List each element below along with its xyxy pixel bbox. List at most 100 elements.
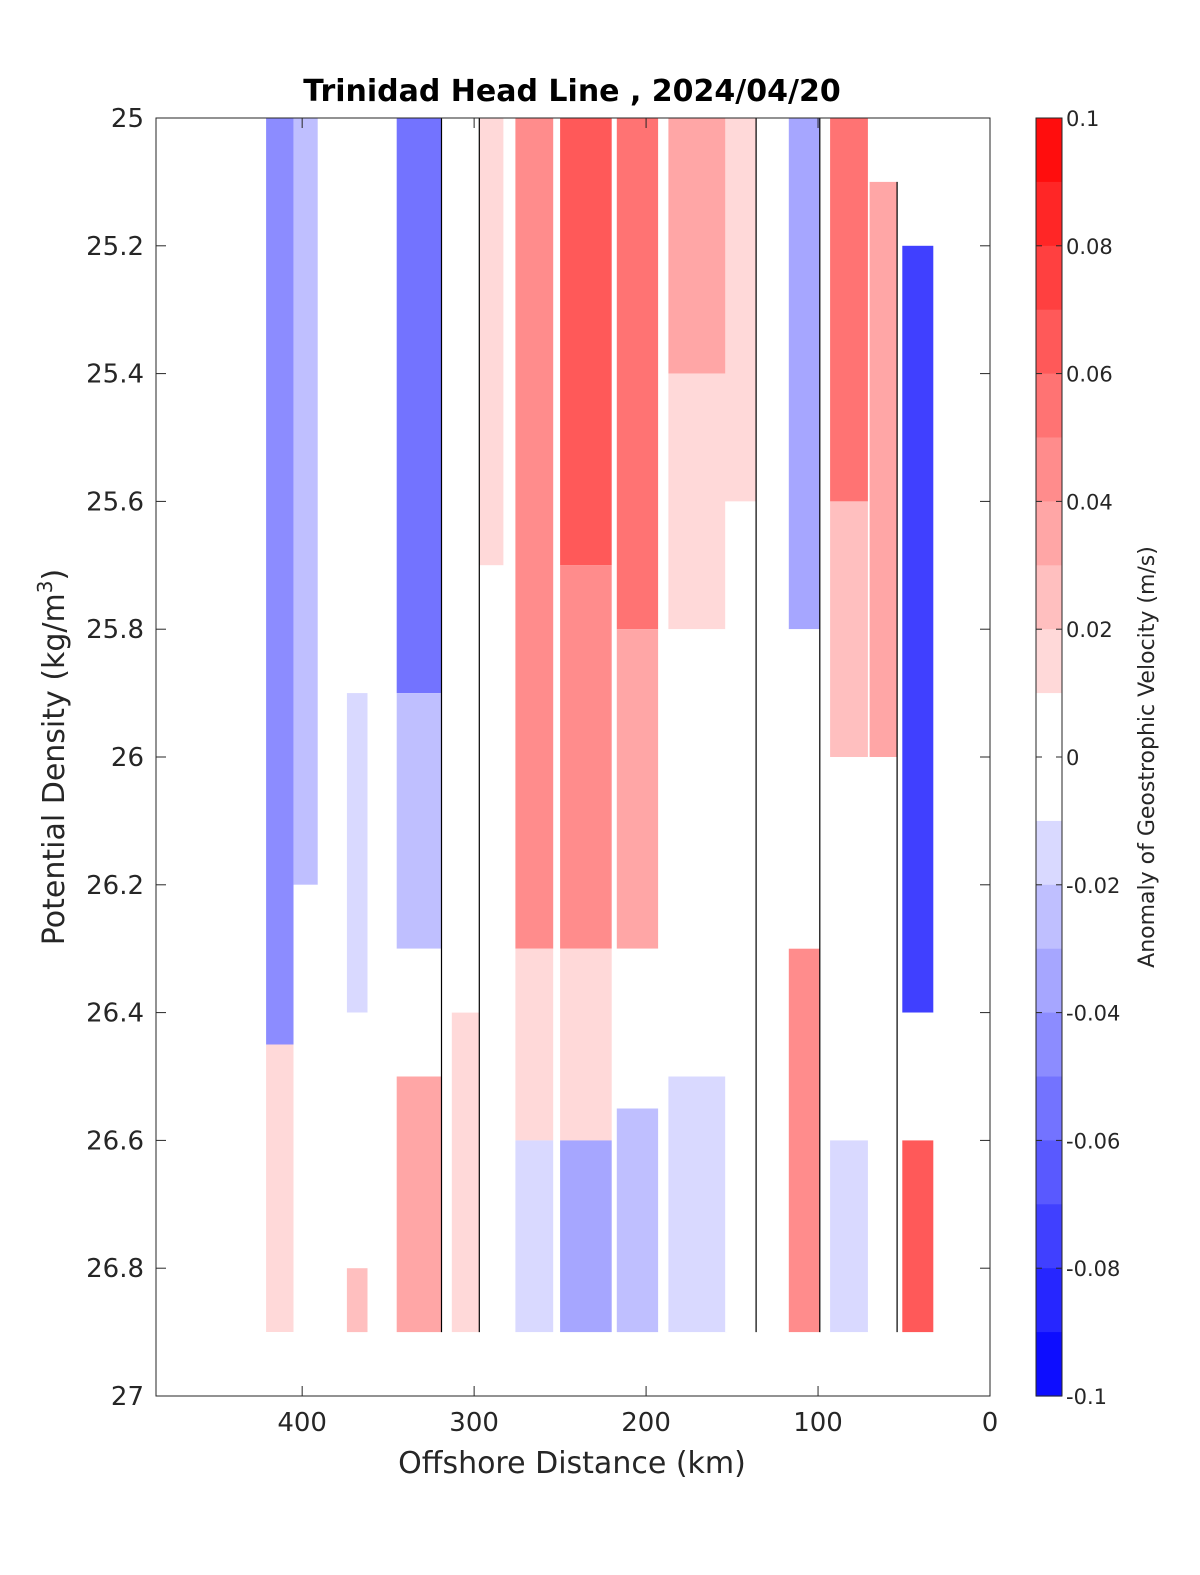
heatmap-cell (668, 1076, 727, 1333)
colorbar-tick-label: 0.04 (1066, 490, 1113, 514)
heatmap-cell (346, 373, 368, 694)
colorbar-band (1036, 181, 1062, 247)
heatmap-cell (902, 1012, 934, 1141)
y-tick-label: 26.4 (86, 999, 144, 1029)
heatmap-cell (668, 118, 727, 374)
colorbar-tick-label: 0.1 (1066, 107, 1099, 131)
heatmap-cell (266, 118, 294, 1045)
x-tick-label: 400 (277, 1408, 327, 1438)
colorbar-band (1036, 757, 1062, 822)
heatmap-cell (788, 948, 820, 1333)
y-tick-label: 26 (111, 743, 144, 773)
heatmap-cell (869, 181, 898, 757)
heatmap-cell (560, 948, 612, 1141)
colorbar-band (1036, 1332, 1062, 1397)
heatmap-cell (830, 1140, 868, 1333)
zero-contour-lines (440, 118, 898, 1333)
plot-fill-layer (266, 118, 934, 1333)
heatmap-cell (830, 757, 868, 1141)
y-tick-label: 26.2 (86, 871, 144, 901)
heatmap-cell (560, 1140, 612, 1333)
heatmap-cell (616, 948, 659, 1109)
heatmap-cell (396, 1076, 442, 1333)
heatmap-cell (725, 501, 757, 1333)
heatmap-cell (515, 1140, 554, 1333)
heatmap-cell (902, 245, 934, 1013)
heatmap-cell (616, 1108, 659, 1333)
heatmap-cell (830, 118, 868, 502)
colorbar-band (1036, 820, 1062, 886)
colorbar-band (1036, 245, 1062, 311)
colorbar-band (1036, 437, 1062, 502)
colorbar-band (1036, 1140, 1062, 1205)
heatmap-cell (788, 629, 820, 949)
colorbar-band (1036, 1268, 1062, 1333)
heatmap-cell (560, 118, 612, 566)
colorbar-band (1036, 1012, 1062, 1078)
heatmap-cell (788, 118, 820, 630)
colorbar-band (1036, 501, 1062, 566)
heatmap-cell (266, 1044, 294, 1332)
x-tick-label: 100 (793, 1408, 843, 1438)
colorbar-band (1036, 309, 1062, 375)
y-tick-label: 25.2 (86, 232, 144, 262)
heatmap-cell (830, 501, 868, 757)
y-tick-label: 25 (111, 104, 144, 134)
colorbar-tick-label: -0.06 (1066, 1129, 1120, 1153)
y-tick-label: 26.6 (86, 1126, 144, 1156)
colorbar-tick-label: -0.08 (1066, 1257, 1120, 1281)
colorbar-band (1036, 565, 1062, 630)
heatmap-cell (668, 373, 727, 630)
y-axis-label-superscript: 3 (33, 580, 57, 593)
colorbar-band (1036, 884, 1062, 950)
heatmap-cell (616, 118, 659, 630)
heatmap-cell (560, 565, 612, 949)
heatmap-cell (616, 629, 659, 949)
colorbar-band (1036, 1204, 1062, 1269)
x-tick-label: 300 (449, 1408, 499, 1438)
x-axis: 400 300 200 100 0 (277, 118, 998, 1438)
heatmap-cell (515, 948, 554, 1141)
heatmap-cell (479, 565, 504, 1333)
heatmap-cell (869, 1140, 898, 1333)
y-tick-label: 27 (111, 1382, 144, 1412)
colorbar: 0.1 0.08 0.06 0.04 0.02 0 -0.02 -0.04 -0.06 -0.08… (1035, 107, 1120, 1409)
heatmap-cell (451, 1012, 480, 1333)
y-axis-label-main: Potential Density (kg/m (37, 593, 72, 945)
heatmap-cell (293, 884, 318, 1333)
colorbar-band (1036, 629, 1062, 694)
heatmap-cell (346, 118, 368, 374)
y-tick-label: 25.4 (86, 360, 144, 390)
heatmap-cell (479, 118, 504, 566)
colorbar-label: Anomaly of Geostrophic Velocity (m/s) (1135, 546, 1160, 968)
heatmap-cell (725, 118, 757, 502)
y-tick-label: 25.8 (86, 615, 144, 645)
y-axis: 25 25.2 25.4 25.6 25.8 26 26.2 26.4 26.6 26.8 27 (86, 104, 990, 1412)
x-axis-label: Offshore Distance (km) (398, 1446, 746, 1481)
y-axis-label: Potential Density (kg/m3) (33, 569, 72, 945)
heatmap-cell (902, 1140, 934, 1333)
heatmap-cell (869, 757, 898, 1141)
colorbar-tick-label: 0.02 (1066, 618, 1113, 642)
heatmap-cell (515, 118, 554, 949)
colorbar-band (1036, 693, 1062, 758)
x-tick-label: 0 (982, 1408, 999, 1438)
colorbar-tick-label: -0.1 (1066, 1385, 1107, 1409)
colorbar-tick-label: -0.04 (1066, 1002, 1120, 1026)
heatmap-cell (293, 118, 318, 885)
heatmap-cell (346, 693, 368, 1013)
colorbar-tick-label: -0.02 (1066, 874, 1120, 898)
heatmap-cell (451, 118, 480, 1013)
colorbar-band (1036, 948, 1062, 1014)
chart-title: Trinidad Head Line , 2024/04/20 (303, 74, 840, 109)
heatmap-cell (668, 629, 727, 1077)
x-tick-label: 200 (621, 1408, 671, 1438)
colorbar-tick-label: 0.08 (1066, 235, 1113, 259)
colorbar-band (1036, 1076, 1062, 1141)
heatmap-cell (346, 1268, 368, 1333)
colorbar-tick-label: 0.06 (1066, 363, 1113, 387)
heatmap-cell (396, 693, 442, 949)
y-tick-label: 26.8 (86, 1254, 144, 1284)
colorbar-tick-label: 0 (1066, 746, 1079, 770)
